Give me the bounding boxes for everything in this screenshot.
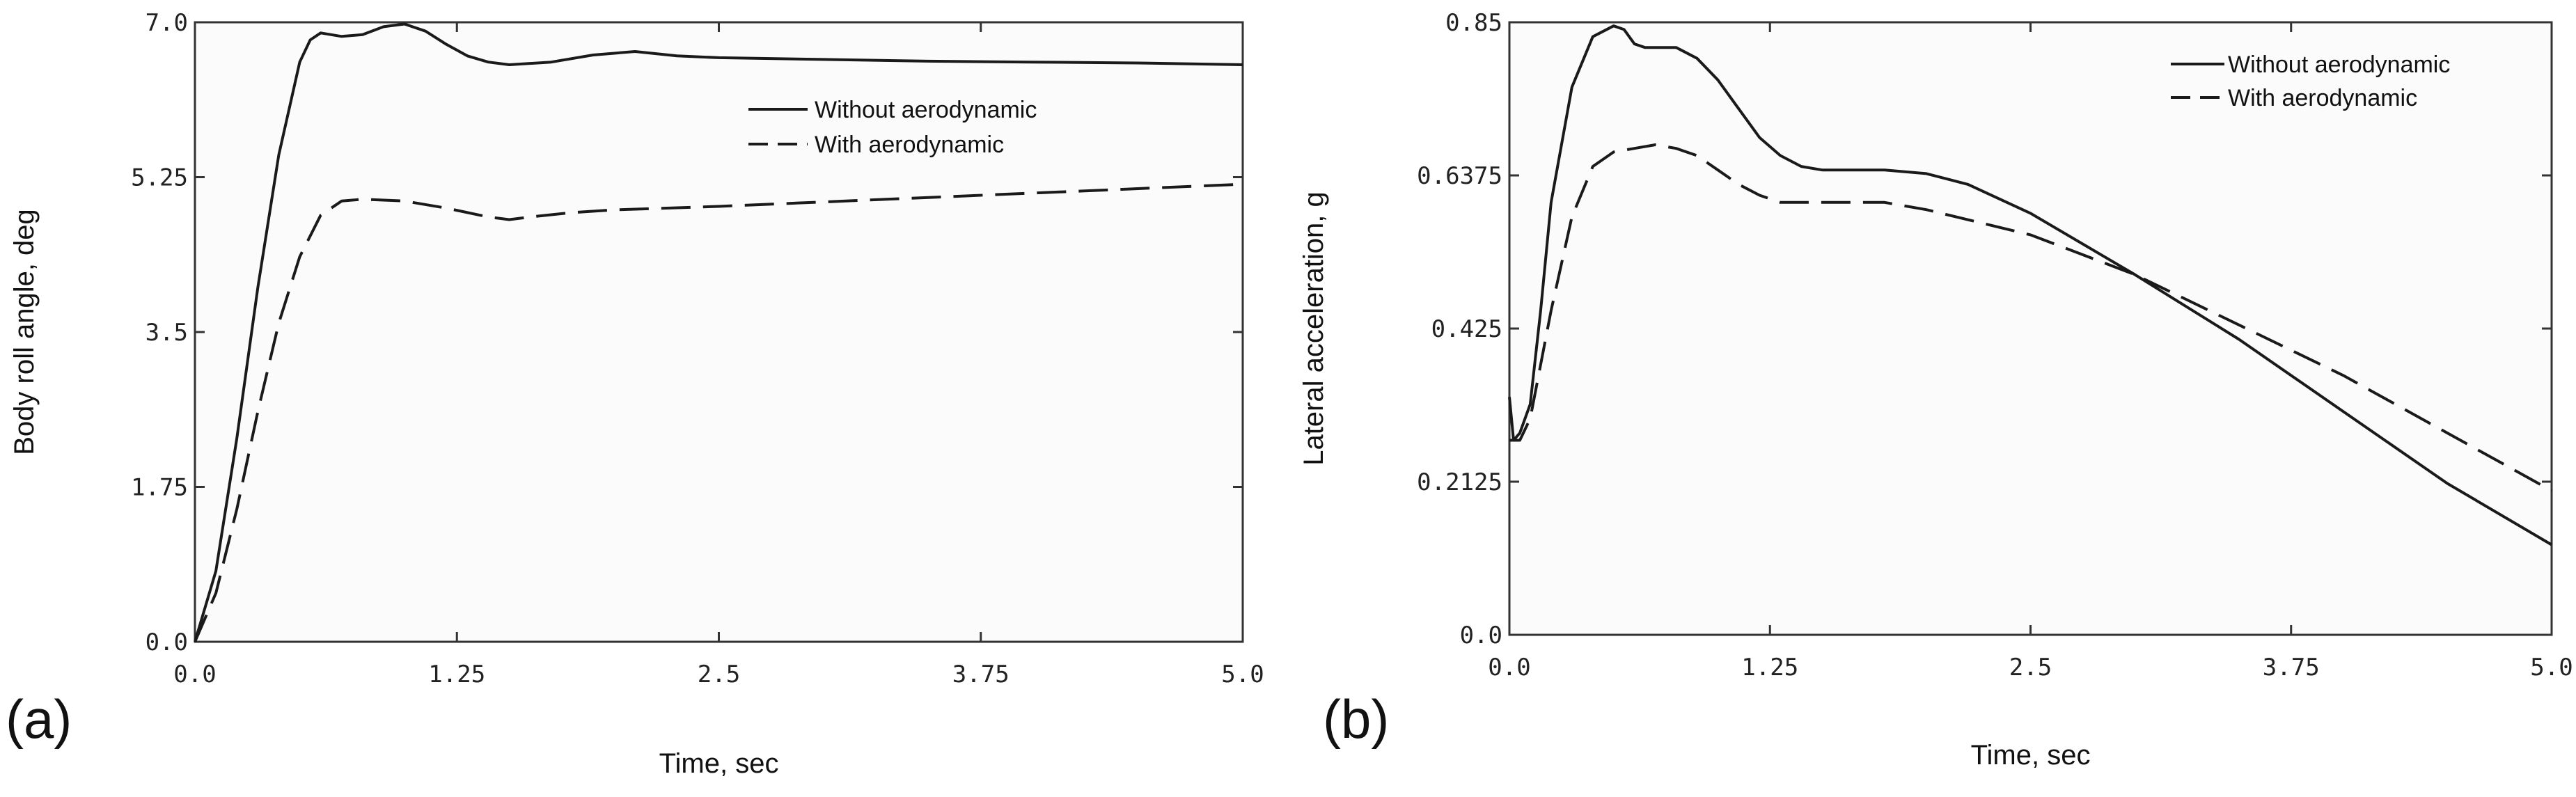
panel-label: (a): [6, 688, 72, 750]
legend-label: With aerodynamic: [815, 132, 1004, 158]
x-tick-label: 3.75: [2263, 654, 2320, 681]
series-line-without-aerodynamic: [194, 22, 1243, 642]
x-tick-label: 3.75: [952, 661, 1010, 688]
x-tick-label: 0.0: [173, 661, 216, 688]
x-axis-label: Time, sec: [659, 748, 779, 779]
panel-0: 0.0 1.25 2.5 3.75 5.0 0.0 1.75 3.5 5.25 7.0 Time, …: [6, 9, 1264, 779]
x-tick-label: 0.0: [1488, 654, 1530, 681]
x-axis-label: Time, sec: [1971, 740, 2091, 771]
series-line-with-aerodynamic: [1509, 143, 2552, 492]
panel-1: 0.0 1.25 2.5 3.75 5.0 0.0 0.2125 0.425 0.6375 0.8…: [1298, 9, 2573, 771]
y-tick-label: 0.0: [1460, 622, 1502, 649]
plot-frame: [1508, 21, 2553, 636]
y-tick-label: 0.6375: [1417, 162, 1502, 190]
x-tick-label: 5.0: [2530, 654, 2573, 681]
legend-label: With aerodynamic: [2228, 85, 2417, 111]
y-tick-label: 1.75: [131, 474, 188, 502]
y-tick-label: 0.425: [1431, 315, 1502, 343]
legend-label: Without aerodynamic: [2228, 52, 2450, 78]
y-tick-label: 7.0: [146, 9, 188, 37]
x-tick-label: 2.5: [2009, 654, 2052, 681]
panel-label: (b): [1323, 688, 1389, 750]
x-tick-label: 1.25: [1741, 654, 1798, 681]
y-axis-label: Body roll angle, deg: [9, 209, 40, 455]
series-line-without-aerodynamic: [1508, 24, 2553, 546]
x-tick-label: 1.25: [428, 661, 485, 688]
series-line-with-aerodynamic: [194, 182, 1243, 642]
x-tick-label: 5.0: [1221, 661, 1264, 688]
plot-frame: [194, 21, 1244, 643]
y-axis-label: Lateral acceleration, g: [1298, 191, 1329, 466]
legend-label: Without aerodynamic: [815, 97, 1037, 123]
y-tick-label: 0.0: [146, 629, 188, 656]
x-tick-label: 2.5: [698, 661, 740, 688]
y-tick-label: 3.5: [146, 319, 188, 347]
y-tick-label: 5.25: [131, 164, 188, 192]
y-tick-label: 0.85: [1445, 9, 1502, 37]
y-tick-label: 0.2125: [1417, 468, 1502, 496]
